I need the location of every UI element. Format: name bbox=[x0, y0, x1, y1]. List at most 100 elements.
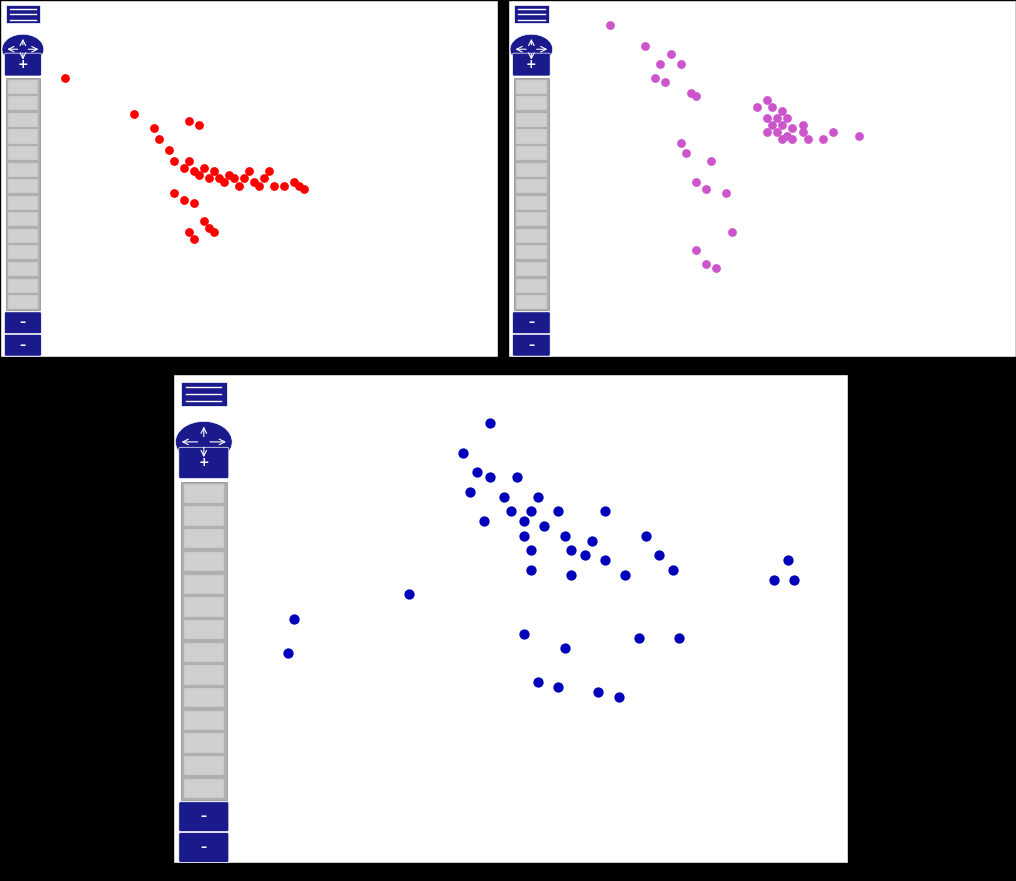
FancyBboxPatch shape bbox=[516, 179, 547, 193]
FancyBboxPatch shape bbox=[179, 833, 229, 862]
Point bbox=[563, 568, 579, 582]
FancyBboxPatch shape bbox=[8, 229, 38, 243]
Point bbox=[176, 160, 192, 174]
FancyBboxPatch shape bbox=[516, 113, 547, 127]
Point bbox=[291, 179, 307, 193]
Point bbox=[583, 534, 599, 548]
Point bbox=[261, 164, 277, 178]
Point bbox=[678, 146, 694, 160]
Point bbox=[769, 111, 785, 125]
Text: –: – bbox=[20, 338, 26, 352]
FancyBboxPatch shape bbox=[184, 733, 225, 752]
Text: –: – bbox=[201, 811, 207, 823]
Point bbox=[850, 129, 867, 143]
FancyBboxPatch shape bbox=[516, 196, 547, 210]
Point bbox=[206, 164, 223, 178]
FancyBboxPatch shape bbox=[8, 113, 38, 127]
Point bbox=[764, 118, 780, 132]
FancyBboxPatch shape bbox=[4, 53, 42, 76]
Text: 20.41013, 44.87172: 20.41013, 44.87172 bbox=[378, 369, 498, 382]
Text: –: – bbox=[528, 338, 534, 352]
Point bbox=[673, 57, 689, 71]
Point bbox=[688, 175, 704, 189]
FancyBboxPatch shape bbox=[8, 163, 38, 177]
Point bbox=[597, 553, 614, 567]
Point bbox=[516, 514, 532, 528]
FancyBboxPatch shape bbox=[4, 334, 42, 356]
Point bbox=[483, 416, 499, 430]
Point bbox=[126, 107, 142, 122]
Point bbox=[151, 132, 168, 146]
FancyBboxPatch shape bbox=[179, 802, 229, 832]
Point bbox=[162, 143, 178, 157]
Point bbox=[825, 125, 841, 139]
Point bbox=[246, 175, 262, 189]
Point bbox=[651, 548, 668, 562]
Point bbox=[186, 232, 202, 246]
FancyBboxPatch shape bbox=[184, 711, 225, 730]
Circle shape bbox=[510, 34, 553, 64]
Point bbox=[191, 118, 207, 132]
FancyBboxPatch shape bbox=[516, 295, 547, 309]
Point bbox=[220, 167, 237, 181]
Point bbox=[462, 485, 479, 499]
Point bbox=[196, 214, 212, 228]
Point bbox=[166, 153, 182, 167]
FancyBboxPatch shape bbox=[8, 196, 38, 210]
Point bbox=[181, 225, 197, 239]
Point bbox=[563, 544, 579, 558]
FancyBboxPatch shape bbox=[184, 574, 225, 594]
Point bbox=[196, 160, 212, 174]
FancyBboxPatch shape bbox=[184, 756, 225, 775]
Point bbox=[698, 182, 714, 196]
Point bbox=[664, 563, 681, 577]
FancyBboxPatch shape bbox=[184, 620, 225, 640]
FancyBboxPatch shape bbox=[184, 779, 225, 798]
Point bbox=[557, 641, 573, 655]
Point bbox=[577, 548, 593, 562]
FancyBboxPatch shape bbox=[8, 278, 38, 292]
Point bbox=[815, 132, 831, 146]
Point bbox=[483, 470, 499, 485]
Point bbox=[550, 680, 566, 694]
Point bbox=[618, 568, 634, 582]
Point bbox=[285, 175, 302, 189]
Point bbox=[784, 132, 801, 146]
Point bbox=[455, 446, 471, 460]
Point bbox=[611, 690, 627, 704]
Text: +: + bbox=[17, 58, 28, 71]
Point bbox=[215, 175, 232, 189]
Point bbox=[718, 186, 735, 200]
FancyBboxPatch shape bbox=[184, 597, 225, 617]
Point bbox=[779, 111, 796, 125]
Point bbox=[509, 470, 525, 485]
Point bbox=[779, 129, 796, 143]
FancyBboxPatch shape bbox=[516, 96, 547, 110]
Point bbox=[256, 171, 272, 186]
FancyBboxPatch shape bbox=[8, 262, 38, 276]
Point bbox=[784, 122, 801, 136]
Point bbox=[766, 573, 782, 587]
Point bbox=[698, 257, 714, 271]
Point bbox=[557, 529, 573, 543]
Text: Scale = 1 : 322K: Scale = 1 : 322K bbox=[0, 369, 98, 382]
Point bbox=[181, 115, 197, 129]
Point bbox=[786, 573, 803, 587]
Point bbox=[201, 221, 217, 235]
FancyBboxPatch shape bbox=[181, 381, 227, 406]
FancyBboxPatch shape bbox=[184, 529, 225, 548]
Point bbox=[496, 490, 512, 504]
Point bbox=[201, 171, 217, 186]
Point bbox=[475, 514, 492, 528]
FancyBboxPatch shape bbox=[8, 96, 38, 110]
Point bbox=[795, 125, 811, 139]
Point bbox=[774, 132, 790, 146]
Point bbox=[468, 465, 485, 479]
Point bbox=[522, 544, 538, 558]
FancyBboxPatch shape bbox=[516, 212, 547, 226]
Point bbox=[590, 685, 607, 700]
Point bbox=[529, 490, 546, 504]
Text: –: – bbox=[20, 316, 26, 329]
Text: –: – bbox=[201, 841, 207, 854]
FancyBboxPatch shape bbox=[512, 334, 551, 356]
